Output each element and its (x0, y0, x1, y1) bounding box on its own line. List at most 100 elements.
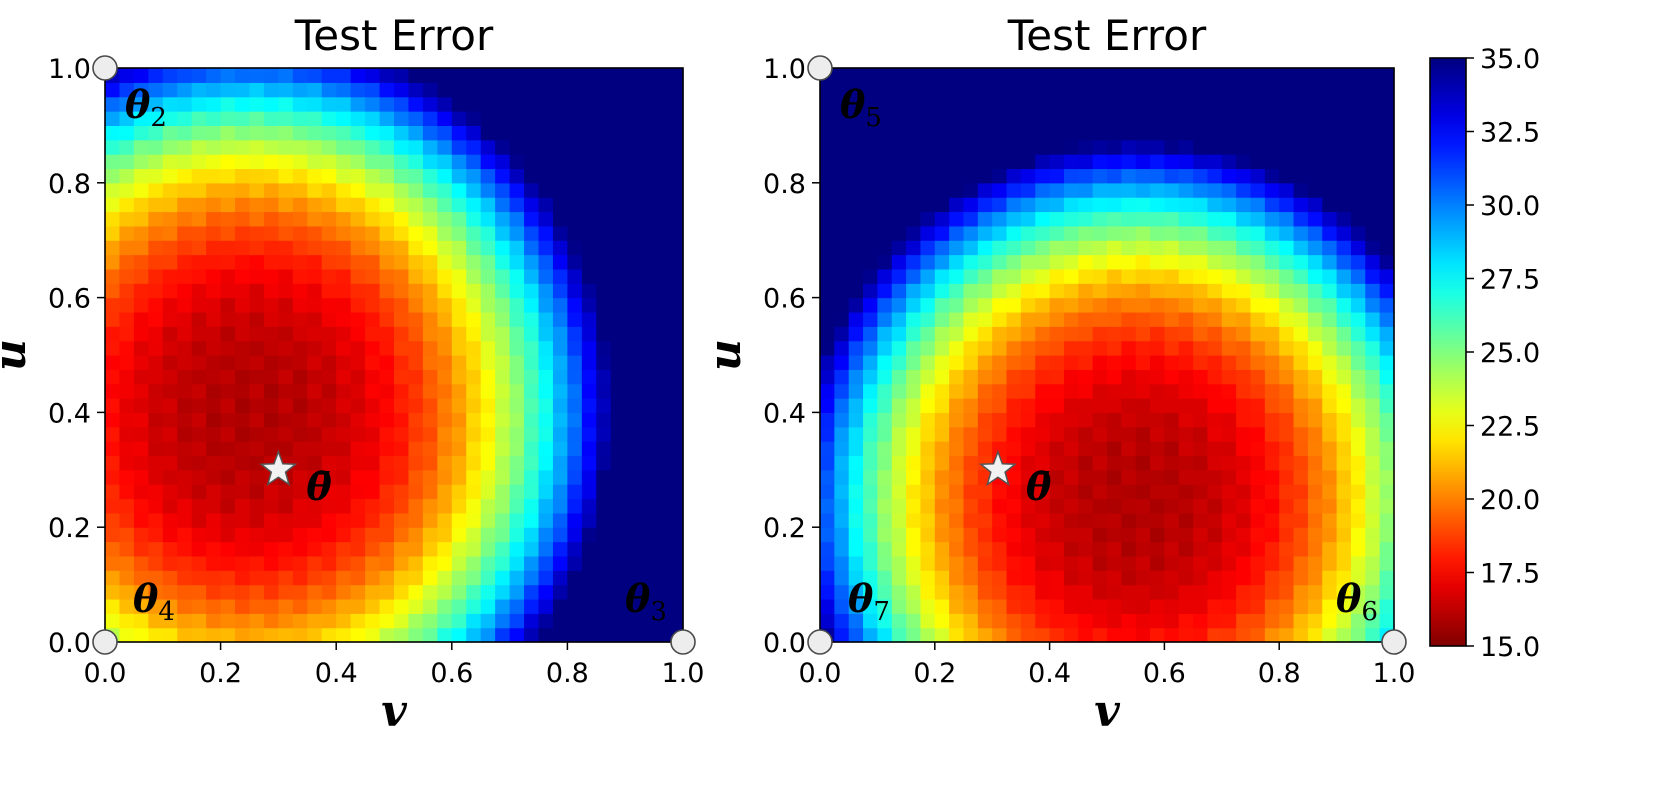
heatmap-cell (336, 627, 352, 643)
heatmap-cell (422, 268, 438, 284)
heatmap-cell (1178, 139, 1194, 155)
heatmap-cell (1121, 111, 1137, 126)
heatmap-cell (1236, 598, 1252, 614)
heatmap-cell (524, 268, 540, 284)
heatmap-cell (466, 182, 482, 198)
heatmap-cell (538, 598, 554, 614)
heatmap-cell (263, 240, 279, 256)
heatmap-cell (920, 627, 936, 643)
heatmap-cell (292, 484, 308, 500)
heatmap-cell (1063, 283, 1079, 299)
heatmap-cell (191, 512, 207, 528)
heatmap-cell (321, 355, 337, 370)
heatmap-cell (1236, 268, 1252, 284)
heatmap-cell (148, 383, 164, 399)
heatmap-cell (1350, 139, 1366, 155)
heatmap-cell (437, 82, 453, 98)
heatmap-cell (1035, 240, 1051, 256)
heatmap-cell (1078, 211, 1094, 227)
heatmap-cell (1322, 369, 1338, 385)
heatmap-cell (278, 240, 294, 256)
heatmap-cell (509, 627, 525, 643)
heatmap-cell (891, 369, 907, 385)
heatmap-cell (263, 326, 279, 342)
heatmap-cell (1336, 512, 1352, 528)
heatmap-cell (177, 498, 193, 514)
heatmap-cell (1322, 283, 1338, 299)
heatmap-cell (977, 297, 993, 313)
heatmap-cell (1221, 455, 1237, 471)
heatmap-cell (639, 82, 655, 98)
heatmap-cell (1150, 82, 1165, 98)
heatmap-cell (278, 484, 294, 500)
heatmap-cell (191, 584, 207, 600)
heatmap-cell (596, 412, 612, 428)
heatmap-cell (495, 484, 511, 500)
heatmap-cell (466, 225, 482, 241)
heatmap-cell (1078, 139, 1094, 155)
heatmap-cell (466, 484, 482, 500)
heatmap-cell (1236, 426, 1252, 442)
heatmap-cell (1193, 613, 1209, 629)
theta-bar-label: θ̄ (306, 464, 332, 509)
heatmap-cell (1193, 111, 1209, 126)
heatmap-cell (292, 355, 308, 370)
heatmap-cell (963, 268, 979, 284)
heatmap-cell (920, 570, 936, 586)
heatmap-cell (934, 82, 950, 98)
heatmap-cell (1178, 541, 1194, 557)
heatmap-cell (177, 297, 193, 313)
heatmap-cell (408, 197, 424, 213)
heatmap-cell (408, 627, 424, 643)
heatmap-cell (610, 498, 626, 514)
heatmap-cell (949, 584, 965, 600)
heatmap-cell (977, 570, 993, 586)
heatmap-cell (639, 555, 655, 571)
heatmap-cell (133, 168, 149, 184)
heatmap-cell (1107, 455, 1122, 471)
heatmap-cell (1121, 441, 1137, 457)
heatmap-cell (278, 154, 294, 170)
heatmap-cell (133, 426, 149, 442)
heatmap-cell (119, 527, 135, 543)
heatmap-cell (408, 68, 424, 83)
heatmap-cell (292, 211, 308, 227)
heatmap-cell (1020, 96, 1036, 112)
heatmap-cell (1336, 484, 1352, 500)
heatmap-cell (1293, 412, 1309, 428)
heatmap-cell (848, 426, 864, 442)
heatmap-cell (1035, 469, 1051, 485)
heatmap-cell (451, 627, 467, 643)
heatmap-cell (1279, 498, 1295, 514)
heatmap-cell (249, 254, 265, 270)
heatmap-cell (610, 426, 626, 442)
heatmap-cell (1293, 541, 1309, 557)
heatmap-cell (1135, 68, 1151, 83)
heatmap-cell (105, 182, 121, 198)
heatmap-cell (552, 426, 568, 442)
heatmap-cell (1178, 125, 1194, 141)
heatmap-cell (668, 326, 684, 342)
heatmap-cell (820, 225, 835, 241)
heatmap-cell (863, 68, 878, 83)
heatmap-cell (408, 498, 424, 514)
heatmap-cell (524, 240, 540, 256)
heatmap-cell (1236, 211, 1252, 227)
heatmap-cell (1264, 412, 1280, 428)
heatmap-cell (920, 326, 936, 342)
heatmap-cell (820, 426, 835, 442)
heatmap-cell (133, 197, 149, 213)
heatmap-cell (963, 68, 979, 83)
heatmap-cell (177, 326, 193, 342)
heatmap-cell (920, 297, 936, 313)
heatmap-cell (992, 598, 1008, 614)
heatmap-cell (249, 555, 265, 571)
heatmap-cell (292, 383, 308, 399)
heatmap-cell (820, 455, 835, 471)
heatmap-cell (1221, 627, 1237, 643)
heatmap-cell (422, 527, 438, 543)
heatmap-cell (321, 254, 337, 270)
heatmap-cell (350, 541, 366, 557)
heatmap-cell (1063, 125, 1079, 141)
heatmap-cell (466, 240, 482, 256)
